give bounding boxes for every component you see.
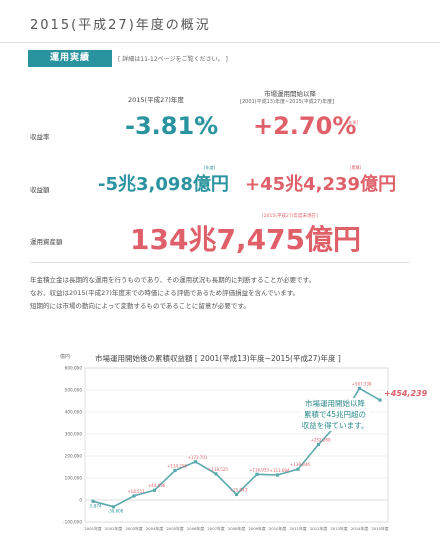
data-label: +44,436 xyxy=(148,483,166,488)
x-tick-label: 2004年度 xyxy=(146,526,163,531)
data-point xyxy=(214,472,218,476)
plot-frame xyxy=(84,367,389,523)
return-amount-cumulative-value: +45兆4,239億円 xyxy=(245,174,397,195)
chart-callout: 市場運用開始以降 累積で45兆円超の 収益を得ています。 xyxy=(300,398,370,431)
data-label: -30,608 xyxy=(108,509,124,514)
return-amount-cumulative-tag: [累積] xyxy=(350,165,362,170)
data-point xyxy=(316,442,321,447)
data-point xyxy=(91,499,95,503)
data-label: +454,239 xyxy=(384,389,428,398)
body-text-line-1: 年金積立金は長期的な運用を行うものであり、その運用状況も長期的に判断することが必… xyxy=(30,276,316,284)
x-tick-label: 2008年度 xyxy=(228,526,245,531)
y-tick-label: -100,000 xyxy=(63,520,82,525)
x-tick-label: 2007年度 xyxy=(207,526,224,531)
data-point xyxy=(255,472,259,476)
column-header-cumulative-sub: [2001(平成13)年度~2015(平成27)年度] xyxy=(240,99,335,105)
data-label: +134,256 xyxy=(167,463,187,468)
data-label: +113,684 xyxy=(270,468,290,473)
x-tick-label: 2015年度 xyxy=(371,526,388,531)
row-label-return-amount: 収益額 xyxy=(30,186,50,194)
return-amount-year-value: -5兆3,098億円 xyxy=(98,174,229,195)
x-tick-label: 2013年度 xyxy=(330,526,347,531)
x-tick-label: 2012年度 xyxy=(310,526,327,531)
data-point xyxy=(111,505,116,509)
data-point xyxy=(275,473,280,477)
x-tick-label: 2011年度 xyxy=(289,526,306,531)
section-note: [ 詳細は11-12ページをご覧ください。 ] xyxy=(118,56,228,63)
return-rate-cumulative-tag: [年率] xyxy=(347,120,359,125)
data-point xyxy=(357,386,362,390)
data-label: -5,874 xyxy=(89,503,102,508)
data-point xyxy=(193,460,198,464)
data-point xyxy=(152,488,157,492)
callout-line-2: 累積で45兆円超の xyxy=(303,410,367,419)
y-tick-label: 400,000 xyxy=(65,410,83,415)
y-tick-label: 100,000 xyxy=(65,476,83,481)
return-rate-year-tag: [年率] xyxy=(196,120,208,125)
x-tick-label: 2009年度 xyxy=(248,526,265,531)
data-label: +252,289 xyxy=(311,437,331,442)
callout-line-3: 収益を得ています。 xyxy=(301,421,369,430)
row-label-return-rate: 収益率 xyxy=(30,133,50,141)
y-tick-label: 300,000 xyxy=(65,432,83,437)
return-rate-year-value: -3.81% xyxy=(125,112,219,140)
title-divider xyxy=(0,42,440,43)
data-label: +116,933 xyxy=(249,467,269,472)
data-label: +139,846 xyxy=(290,462,310,467)
data-label: +25,043 xyxy=(230,487,248,492)
return-rate-cumulative-value: +2.70% xyxy=(253,112,357,140)
y-axis-unit-label: 億円 xyxy=(60,353,70,360)
page-title: 2015(平成27)年度の概況 xyxy=(30,18,211,33)
data-point xyxy=(378,398,382,402)
x-tick-label: 2003年度 xyxy=(125,526,142,531)
data-label: +18,511 xyxy=(127,489,145,494)
y-tick-label: 200,000 xyxy=(65,454,83,459)
x-tick-label: 2005年度 xyxy=(166,526,183,531)
data-label: +173,701 xyxy=(188,455,208,460)
y-tick-label: 600,000 xyxy=(65,366,83,371)
data-label: +118,525 xyxy=(208,467,228,472)
data-point xyxy=(173,468,177,473)
assets-note: [2015(平成27)年度末現在] xyxy=(262,214,318,219)
body-text-line-3: 短期的には市場の動向によって変動するものであることに留意が必要です。 xyxy=(30,302,250,310)
column-header-year: 2015(平成27)年度 xyxy=(128,96,184,104)
chart-title: 市場運用開始後の累積収益額 [ 2001(平成13)年度~2015(平成27)年… xyxy=(95,354,341,363)
x-tick-label: 2002年度 xyxy=(105,526,122,531)
data-point xyxy=(296,467,300,471)
x-tick-label: 2001年度 xyxy=(84,526,101,531)
column-header-cumulative: 市場運用開始以降 xyxy=(264,90,316,98)
cumulative-return-chart: -100,000 0 100,000 200,000 300,000 400,000 500… xyxy=(60,353,428,531)
y-tick-label: 500,000 xyxy=(65,388,83,393)
x-tick-label: 2014年度 xyxy=(351,526,368,531)
section-label: 運用実績 xyxy=(28,50,112,67)
data-point xyxy=(132,494,136,498)
body-text-line-2: なお、収益は2015(平成27)年度末での時価による評価であるため評価損益を含ん… xyxy=(30,289,300,297)
x-tick-label: 2006年度 xyxy=(187,526,204,531)
row-label-assets: 運用資産額 xyxy=(30,238,63,246)
data-point xyxy=(234,492,239,497)
x-tick-label: 2010年度 xyxy=(269,526,286,531)
section-divider xyxy=(30,262,410,263)
callout-line-1: 市場運用開始以降 xyxy=(305,399,365,408)
y-tick-label: 0 xyxy=(79,498,82,503)
return-amount-year-tag: [年度] xyxy=(204,165,216,170)
assets-value: 134兆7,475億円 xyxy=(130,223,362,256)
data-label: +507,338 xyxy=(352,381,372,386)
